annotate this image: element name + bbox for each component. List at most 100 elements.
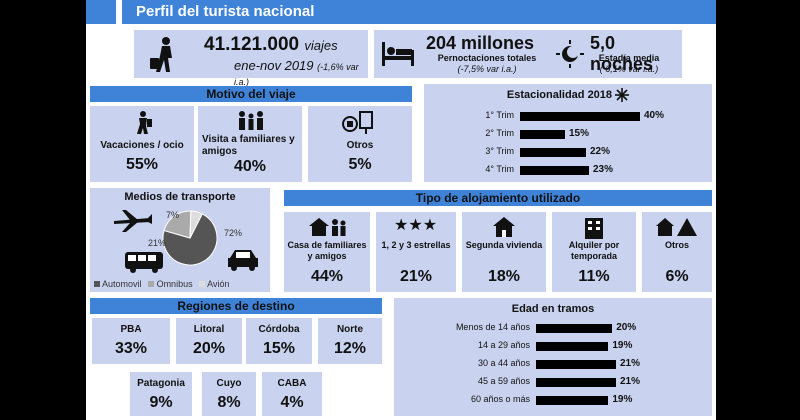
snowflake-icon bbox=[615, 88, 630, 102]
region-label-5: Cuyo bbox=[216, 378, 242, 389]
motivo-card-vacaciones: Vacaciones / ocio 55% bbox=[90, 106, 194, 182]
region-label-1: Litoral bbox=[193, 324, 225, 335]
region-label-0: PBA bbox=[120, 324, 142, 335]
region-label-3: Norte bbox=[336, 324, 364, 335]
pie-label-0: 72% bbox=[224, 228, 243, 238]
estacionalidad-title: Estacionalidad 2018 bbox=[424, 88, 712, 102]
region-card-4: Patagonia 9% bbox=[130, 372, 192, 416]
bus-icon bbox=[125, 252, 163, 273]
alojamiento-value-2: 18% bbox=[487, 268, 521, 285]
edad-label-2: 30 a 44 años bbox=[477, 358, 530, 368]
pie-slice-1 bbox=[163, 210, 192, 239]
svg-text:★★★: ★★★ bbox=[394, 216, 437, 232]
family-icon bbox=[239, 111, 263, 130]
estac-label-1: 2° Trim bbox=[485, 128, 514, 138]
estac-bar-0 bbox=[520, 112, 640, 121]
building-icon bbox=[552, 216, 636, 245]
edad-label-4: 60 años o más bbox=[470, 394, 530, 404]
house-icon bbox=[462, 216, 546, 243]
alojamiento-label-2: Segunda vivienda bbox=[465, 240, 543, 250]
alojamiento-value-0: 44% bbox=[310, 268, 344, 285]
transporte-title: Medios de transporte bbox=[124, 191, 236, 203]
region-value-2: 15% bbox=[262, 340, 296, 357]
legend-swatch-auto bbox=[94, 281, 100, 287]
transporte-legend: Automovil Omnibus Avión bbox=[94, 279, 270, 289]
edad-bar-1 bbox=[536, 342, 609, 351]
estac-bar-1 bbox=[520, 130, 565, 139]
motivo-value-2: 5% bbox=[348, 156, 372, 173]
family-house-icon bbox=[284, 216, 370, 243]
stay-label: Estadía media bbox=[598, 53, 660, 63]
alojamiento-card-3: Alquiler por temporada 11% bbox=[552, 212, 636, 292]
edad-title: Edad en tramos bbox=[511, 303, 595, 315]
alojamiento-header: Tipo de alojamiento utilizado bbox=[284, 190, 712, 206]
alojamiento-value-4: 6% bbox=[665, 268, 689, 285]
estac-bar-2 bbox=[520, 148, 586, 157]
nights-var: (-7,5% var i.a.) bbox=[457, 64, 517, 74]
edad-value-0: 20% bbox=[616, 322, 637, 333]
estac-value-0: 40% bbox=[644, 110, 665, 121]
alojamiento-card-0: Casa de familiares y amigos 44% bbox=[284, 212, 370, 292]
estac-label-2: 3° Trim bbox=[485, 146, 514, 156]
region-value-3: 12% bbox=[333, 340, 367, 357]
traveler-icon bbox=[150, 37, 172, 72]
moon-sun-icon bbox=[556, 40, 584, 68]
alojamiento-label-3: Alquiler por temporada bbox=[568, 240, 620, 261]
trips-period: ene-nov 2019 (-1,6% var i.a.) bbox=[234, 58, 359, 87]
nights-value: 204 millones bbox=[426, 33, 535, 53]
estac-value-2: 22% bbox=[590, 146, 611, 157]
motivo-card-visita: Visita a familiares y amigos 40% bbox=[198, 106, 302, 182]
pie-slice-2 bbox=[189, 210, 203, 239]
region-card-1: Litoral 20% bbox=[176, 318, 242, 364]
pie-label-1: 21% bbox=[148, 238, 167, 248]
nights-panel: 204 millones Pernoctaciones totales (-7,… bbox=[374, 30, 682, 78]
edad-value-1: 19% bbox=[612, 340, 633, 351]
nights-label: Pernoctaciones totales bbox=[437, 53, 537, 63]
motivo-label-0: Vacaciones / ocio bbox=[100, 140, 184, 151]
bed-icon bbox=[382, 42, 414, 66]
edad-bar-2 bbox=[536, 360, 616, 369]
legend-swatch-omnibus bbox=[148, 281, 155, 287]
alojamiento-value-1: 21% bbox=[399, 268, 433, 285]
motivo-value-0: 55% bbox=[125, 156, 159, 173]
region-value-1: 20% bbox=[192, 340, 226, 357]
legend-swatch-avion bbox=[199, 281, 206, 287]
pie-label-2: 7% bbox=[166, 210, 180, 220]
region-card-0: PBA 33% bbox=[92, 318, 170, 364]
edad-label-3: 45 a 59 años bbox=[477, 376, 530, 386]
regiones-header: Regiones de destino bbox=[90, 298, 382, 314]
motivo-value-1: 40% bbox=[233, 158, 267, 175]
region-label-6: CABA bbox=[277, 378, 307, 389]
region-card-5: Cuyo 8% bbox=[202, 372, 256, 416]
hiker-icon bbox=[137, 111, 152, 134]
estac-value-3: 23% bbox=[593, 164, 614, 175]
car-icon bbox=[228, 250, 258, 271]
alojamiento-label-0: Casa de familiares y amigos bbox=[287, 240, 367, 261]
alojamiento-card-4: Otros 6% bbox=[642, 212, 712, 292]
estac-bar-3 bbox=[520, 166, 589, 175]
region-value-0: 33% bbox=[114, 340, 148, 357]
trips-panel: 41.121.000 viajes ene-nov 2019 (-1,6% va… bbox=[134, 30, 368, 87]
stay-value: 5,0 noches bbox=[590, 33, 654, 74]
motivo-label-2: Otros bbox=[346, 140, 374, 151]
stars-icon: ★★★ bbox=[376, 215, 456, 237]
infographic: Perfil del turista nacional 41.121.000 v… bbox=[86, 0, 716, 420]
region-label-4: Patagonia bbox=[137, 378, 185, 389]
motivo-header: Motivo del viaje bbox=[90, 86, 412, 102]
services-icon bbox=[342, 111, 373, 134]
edad-value-4: 19% bbox=[612, 394, 633, 405]
estac-label-3: 4° Trim bbox=[485, 164, 514, 174]
region-value-6: 4% bbox=[280, 394, 304, 411]
edad-panel: Edad en tramos Menos de 14 años 20% 14 a 2… bbox=[394, 298, 712, 416]
edad-bar-3 bbox=[536, 378, 616, 387]
alojamiento-label-1: 1, 2 y 3 estrellas bbox=[381, 240, 451, 250]
motivo-label-1: Visita a familiares y amigos bbox=[202, 134, 295, 157]
region-card-6: CABA 4% bbox=[262, 372, 322, 416]
edad-label-1: 14 a 29 años bbox=[477, 340, 530, 350]
pie-slice-0 bbox=[162, 213, 218, 266]
region-card-3: Norte 12% bbox=[318, 318, 382, 364]
region-card-2: Córdoba 15% bbox=[246, 318, 312, 364]
estacionalidad-panel: Estacionalidad 2018 1° Trim 40% 2° Trim 15%… bbox=[424, 84, 712, 182]
alojamiento-label-4: Otros bbox=[664, 240, 689, 250]
estac-value-1: 15% bbox=[569, 128, 590, 139]
